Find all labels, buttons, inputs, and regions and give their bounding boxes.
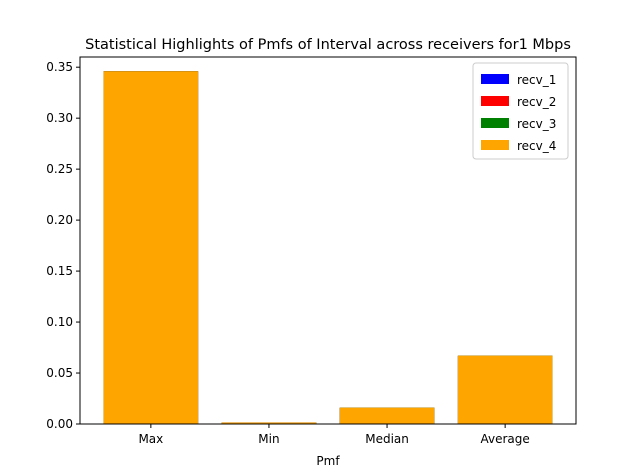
y-tick-label: 0.20 [46,213,73,227]
legend-label-recv_4: recv_4 [517,139,556,153]
x-axis-label: Pmf [316,454,340,468]
x-tick-label-min: Min [258,432,279,446]
bar-recv_4-average [457,355,553,424]
bar-recv_4-median [339,407,435,424]
legend: recv_1 recv_2 recv_3 recv_4 [472,62,569,160]
legend-label-recv_1: recv_1 [517,73,556,87]
y-tick-label: 0.10 [46,315,73,329]
y-tick-label: 0.00 [46,417,73,431]
y-tick-label: 0.35 [46,60,73,74]
chart-title: Statistical Highlights of Pmfs of Interv… [85,37,571,53]
legend-box [472,62,569,160]
legend-swatch-recv_4 [481,140,509,150]
y-tick-label: 0.15 [46,264,73,278]
x-tick-label-max: Max [138,432,163,446]
bars-group [103,71,553,425]
legend-swatch-recv_3 [481,118,509,128]
y-tick-label: 0.30 [46,111,73,125]
y-tick-label: 0.25 [46,162,73,176]
x-tick-label-average: Average [481,432,530,446]
plot-frame [79,56,577,425]
legend-swatch-recv_1 [481,74,509,84]
legend-label-recv_2: recv_2 [517,95,556,109]
bar-recv_4-max [103,71,199,425]
axes-group: 0.00 0.05 0.10 0.15 0.20 0.25 0.30 0.35 Max Min Me… [46,56,577,446]
bar-recv_4-min [221,422,317,424]
legend-label-recv_3: recv_3 [517,117,556,131]
legend-swatch-recv_2 [481,96,509,106]
y-tick-label: 0.05 [46,366,73,380]
x-tick-label-median: Median [365,432,409,446]
